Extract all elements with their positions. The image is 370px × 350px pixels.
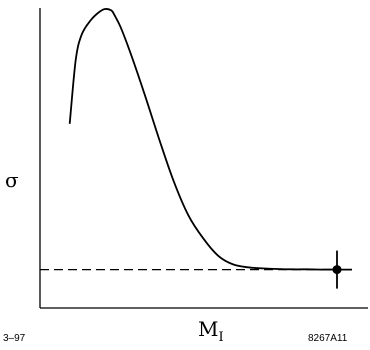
date-note: 3–97 [3, 333, 26, 344]
series-layer [40, 8, 337, 271]
point-layer [322, 250, 352, 289]
axes [39, 8, 368, 309]
figure-id-note: 8267A11 [308, 333, 348, 344]
data-point [332, 265, 342, 275]
x-axis-label: MI [198, 317, 224, 345]
x-axis-label-subscript: I [218, 330, 223, 345]
sigma-curve [68, 8, 337, 271]
y-axis-label: σ [5, 168, 19, 192]
x-axis-label-main: M [198, 317, 218, 341]
